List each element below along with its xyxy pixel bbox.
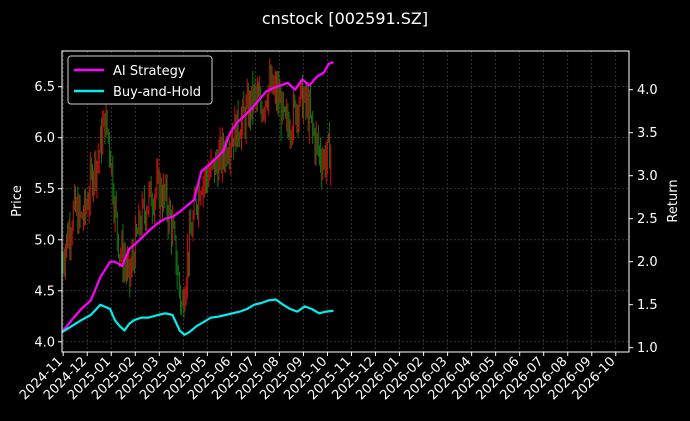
y-left-tick-label: 4.0	[34, 335, 55, 350]
y-right-tick-label: 2.5	[637, 212, 658, 227]
y-axis-left: 4.0 4.5 5.0 5.5 6.0 6.5	[34, 80, 62, 350]
y-axis-right: 1.0 1.5 2.0 2.5 3.0 3.5 4.0	[629, 83, 658, 356]
series-line-buy-and-hold	[61, 298, 334, 336]
y-left-tick-label: 6.0	[34, 131, 55, 146]
y-right-tick-label: 3.0	[637, 169, 658, 184]
y-left-tick-label: 5.0	[34, 233, 55, 248]
y-left-tick-label: 6.5	[34, 80, 55, 95]
y-right-tick-label: 1.5	[637, 298, 658, 313]
y-axis-left-label: Price	[10, 185, 25, 217]
series-lines	[61, 61, 334, 336]
legend: AI Strategy Buy-and-Hold	[67, 55, 213, 105]
legend-label-buy-and-hold: Buy-and-Hold	[113, 85, 201, 100]
y-right-tick-label: 1.0	[637, 341, 658, 356]
y-right-tick-label: 4.0	[637, 83, 658, 98]
y-axis-right-label: Return	[666, 179, 681, 222]
plot-frame	[61, 50, 630, 353]
y-left-tick-label: 4.5	[34, 284, 55, 299]
y-right-tick-label: 3.5	[637, 126, 658, 141]
legend-label-ai-strategy: AI Strategy	[113, 64, 186, 79]
series-line-ai-strategy	[61, 61, 334, 333]
y-left-tick-label: 5.5	[34, 182, 55, 197]
grid-lines	[62, 51, 629, 352]
y-right-tick-label: 2.0	[637, 255, 658, 270]
chart-title: cnstock [002591.SZ]	[262, 9, 428, 28]
